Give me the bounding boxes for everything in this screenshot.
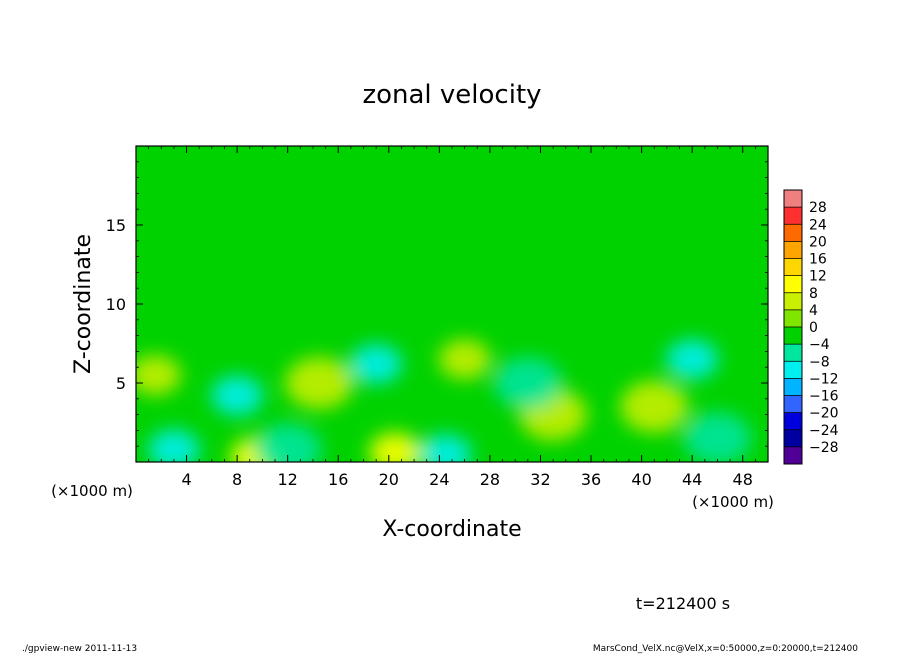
x-tick-label: 28: [480, 470, 500, 489]
velocity-feature: [369, 432, 422, 462]
velocity-feature: [419, 434, 472, 462]
colorbar-swatch: [784, 190, 802, 208]
colorbar-swatch: [784, 241, 802, 259]
x-tick-label: 16: [328, 470, 348, 489]
colorbar-label: 16: [809, 252, 827, 268]
colorbar-swatch: [784, 361, 802, 379]
colorbar-label: −16: [809, 389, 839, 405]
y-tick-label: 15: [106, 216, 126, 235]
x-tick-label: 4: [181, 470, 191, 489]
x-axis: 4 8 12 16 20 24 28 32 36 40 44 48: [148, 146, 756, 489]
colorbar-swatch: [784, 292, 802, 310]
colorbar-label: 8: [809, 286, 818, 302]
colorbar-label: −28: [809, 440, 839, 456]
x-tick-label: 48: [733, 470, 753, 489]
velocity-feature: [683, 412, 752, 462]
colorbar-label: 28: [809, 200, 827, 216]
footer-right: MarsCond_VelX.nc@VelX,x=0:50000,z=0:2000…: [593, 644, 858, 654]
x-unit-left: (×1000 m): [51, 482, 133, 500]
velocity-feature: [493, 357, 562, 409]
velocity-field: [136, 339, 752, 462]
velocity-feature: [438, 339, 491, 380]
colorbar-swatch: [784, 275, 802, 293]
velocity-feature: [666, 339, 719, 380]
colorbar-swatch: [784, 224, 802, 242]
colorbar-swatch: [784, 309, 802, 327]
y-tick-label: 5: [116, 374, 126, 393]
velocity-feature: [136, 355, 181, 396]
colorbar-label: 0: [809, 320, 818, 336]
x-tick-label: 44: [682, 470, 702, 489]
colorbar-label: 4: [809, 303, 818, 319]
colorbar-swatch: [784, 429, 802, 447]
x-tick-label: 32: [530, 470, 550, 489]
velocity-feature: [285, 357, 354, 409]
colorbar-label: 24: [809, 217, 827, 233]
x-tick-label: 20: [379, 470, 399, 489]
colorbar-swatch: [784, 258, 802, 276]
colorbar-swatch: [784, 412, 802, 430]
velocity-feature: [147, 429, 200, 462]
colorbar-swatch: [784, 327, 802, 345]
colorbar-swatch: [784, 344, 802, 362]
colorbar-label: 12: [809, 269, 827, 285]
x-tick-label: 36: [581, 470, 601, 489]
colorbar-swatch: [784, 378, 802, 396]
velocity-feature: [253, 423, 322, 462]
colorbar-label: −4: [809, 337, 830, 353]
colorbar-swatch: [784, 207, 802, 225]
x-unit-right: (×1000 m): [692, 493, 774, 511]
x-axis-label: X-coordinate: [382, 517, 521, 542]
y-tick-label: 10: [106, 295, 126, 314]
colorbar-label: −8: [809, 354, 830, 370]
footer-left: ./gpview-new 2011-11-13: [22, 644, 137, 654]
time-label: t=212400 s: [636, 594, 730, 613]
colorbar-label: 20: [809, 234, 827, 250]
colorbar-swatch: [784, 446, 802, 464]
x-tick-label: 40: [631, 470, 651, 489]
colorbar-swatch: [784, 395, 802, 413]
velocity-feature: [350, 344, 403, 385]
velocity-feature: [211, 375, 264, 416]
y-axis: 5 10 15: [106, 161, 768, 447]
y-axis-label: Z-coordinate: [71, 234, 96, 374]
x-tick-label: 24: [429, 470, 449, 489]
velocity-feature: [620, 380, 689, 433]
colorbar-label: −12: [809, 371, 839, 387]
x-tick-label: 12: [278, 470, 298, 489]
colorbar-label: −24: [809, 423, 839, 439]
x-tick-label: 8: [232, 470, 242, 489]
colorbar-label: −20: [809, 406, 839, 422]
chart-title: zonal velocity: [362, 80, 541, 110]
